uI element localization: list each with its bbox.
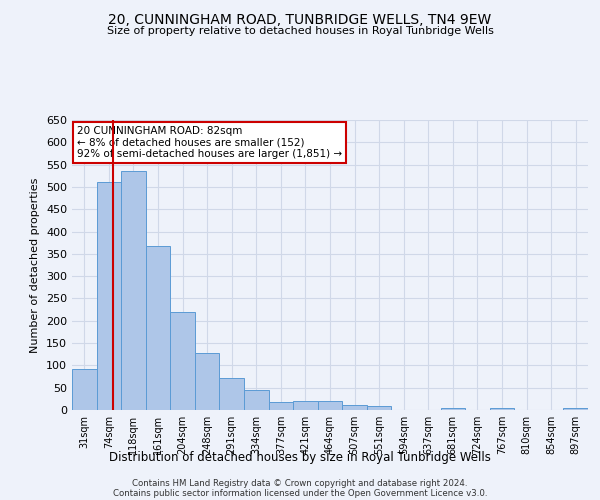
Bar (97, 182, 121, 410)
Bar (269, 402, 293, 410)
Text: 20, CUNNINGHAM ROAD, TUNBRIDGE WELLS, TN4 9EW: 20, CUNNINGHAM ROAD, TUNBRIDGE WELLS, TN… (109, 12, 491, 26)
Text: Size of property relative to detached houses in Royal Tunbridge Wells: Size of property relative to detached ho… (107, 26, 493, 36)
Bar (318, 401, 342, 410)
Text: Contains HM Land Registry data © Crown copyright and database right 2024.: Contains HM Land Registry data © Crown c… (132, 478, 468, 488)
Text: 20 CUNNINGHAM ROAD: 82sqm
← 8% of detached houses are smaller (152)
92% of semi-: 20 CUNNINGHAM ROAD: 82sqm ← 8% of detach… (77, 126, 342, 159)
Text: Distribution of detached houses by size in Royal Tunbridge Wells: Distribution of detached houses by size … (109, 451, 491, 464)
Bar (146, 246, 170, 410)
Text: Contains public sector information licensed under the Open Government Licence v3: Contains public sector information licen… (113, 488, 487, 498)
Bar (342, 404, 367, 410)
Bar (220, 378, 244, 410)
Bar (244, 390, 269, 410)
Bar (72, 368, 97, 410)
Bar (440, 408, 465, 410)
Bar (490, 408, 514, 410)
Y-axis label: Number of detached properties: Number of detached properties (31, 178, 40, 352)
Bar (563, 408, 588, 410)
Bar (195, 353, 220, 410)
Bar (121, 172, 146, 410)
Bar (293, 401, 318, 410)
Bar (170, 312, 195, 410)
Bar (367, 406, 391, 410)
